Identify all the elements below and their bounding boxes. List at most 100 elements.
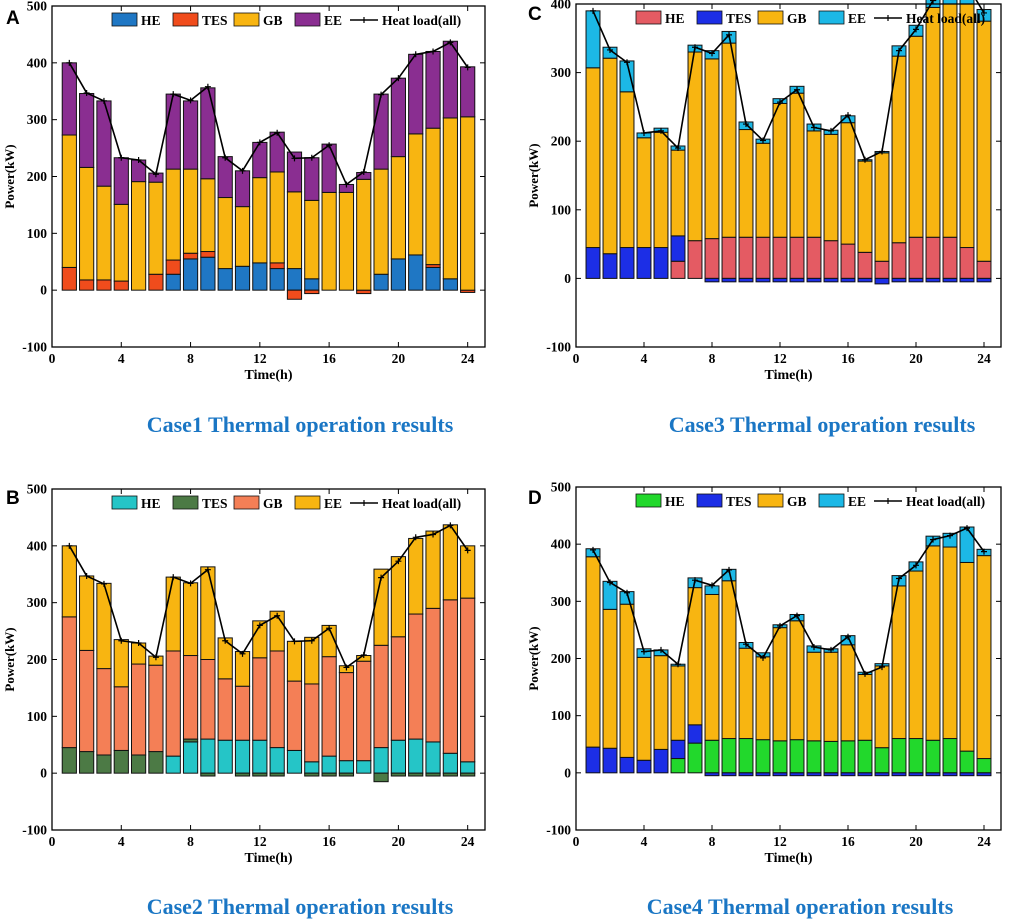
- heat-load-marker-h12: [256, 622, 263, 629]
- bar-gb-h22: [942, 3, 958, 238]
- bar-group: [61, 40, 476, 300]
- legend-swatch-tes: [172, 495, 199, 510]
- heat-load-marker-h3: [624, 59, 630, 66]
- bar-gb-h5: [130, 181, 147, 291]
- legend: HE TES GB EE Heat load(all): [111, 495, 461, 511]
- heat-load-marker-h3: [100, 97, 107, 104]
- bar-he-h7: [165, 755, 181, 774]
- x-tick-label: 8: [187, 834, 194, 849]
- x-tick-label: 16: [841, 834, 855, 849]
- bar-gb-h11: [755, 656, 771, 741]
- bar-tes-h7: [165, 259, 181, 275]
- heat-load-marker-h12: [777, 99, 783, 106]
- bar-gb-h3: [96, 185, 112, 281]
- bar-gb-h13: [269, 650, 285, 749]
- bar-ee-h24: [460, 66, 476, 118]
- bar-gb-h3: [619, 603, 635, 758]
- bar-tes-h12: [772, 277, 788, 283]
- bar-he-h9: [200, 256, 216, 291]
- bar-tes-h2: [602, 253, 618, 279]
- bar-he-h22: [942, 236, 958, 279]
- bar-he-h11: [234, 739, 251, 774]
- bar-he-h16: [321, 755, 337, 774]
- bar-gb-h5: [130, 663, 147, 756]
- bar-tes-h9: [721, 772, 737, 777]
- bar-he-h23: [442, 278, 458, 291]
- heat-load-marker-h17: [862, 670, 868, 677]
- bar-gb-h2: [79, 649, 95, 753]
- bar-gb-h17: [857, 160, 873, 253]
- bar-ee-h4: [113, 639, 129, 688]
- bar-ee-h21: [408, 537, 424, 615]
- legend-label-tes: TES: [202, 496, 228, 511]
- heat-load-marker-h2: [607, 46, 613, 53]
- bar-gb-h15: [304, 683, 320, 763]
- bar-tes-h10: [738, 772, 754, 777]
- heat-load-marker-h4: [641, 129, 647, 136]
- x-tick-label: 24: [461, 351, 475, 366]
- bar-gb-h24: [460, 116, 476, 291]
- bar-gb-h1: [61, 616, 77, 749]
- heat-load-marker-h8: [709, 582, 715, 589]
- bar-gb-h9: [200, 178, 216, 253]
- heat-load-marker-h14: [291, 155, 298, 162]
- bar-he-h9: [721, 738, 737, 774]
- bar-gb-h10: [738, 647, 754, 740]
- heat-load-marker-h5: [135, 157, 142, 164]
- bar-gb-h18: [874, 152, 890, 262]
- y-tick-label: 400: [551, 0, 572, 12]
- bar-gb-h10: [738, 129, 754, 238]
- heat-load-marker-h1: [590, 7, 596, 14]
- x-axis-label: Time(h): [245, 851, 293, 866]
- bar-he-h22: [425, 741, 441, 774]
- heat-load-marker-h17: [343, 664, 350, 671]
- y-tick-label: 100: [27, 709, 48, 724]
- bar-ee-h16: [321, 143, 337, 193]
- x-tick-label: 16: [841, 351, 855, 366]
- bar-gb-h5: [653, 655, 669, 750]
- bar-he-h11: [755, 739, 771, 774]
- bar-gb-h4: [113, 203, 129, 282]
- bar-ee-h14: [286, 640, 303, 682]
- legend-label-he: HE: [141, 496, 161, 511]
- y-tick-label: 300: [551, 65, 572, 80]
- bar-tes-h18: [874, 277, 890, 285]
- bar-tes-h13: [269, 772, 285, 777]
- bar-gb-h15: [304, 199, 320, 280]
- heat-load-marker-h20: [395, 75, 402, 82]
- y-tick-label: 200: [27, 169, 48, 184]
- bar-he-h17: [338, 760, 355, 774]
- bar-gb-h11: [234, 206, 251, 267]
- heat-load-marker-h13: [794, 86, 800, 93]
- x-tick-label: 24: [977, 834, 991, 849]
- bar-gb-h13: [269, 171, 285, 264]
- heat-load-marker-h9: [204, 566, 211, 573]
- heat-load-marker-h24: [464, 547, 471, 554]
- bar-gb-h6: [148, 664, 164, 753]
- bar-gb-h21: [408, 133, 424, 256]
- bar-group: [585, 0, 992, 285]
- legend-label-he: HE: [665, 494, 685, 509]
- bar-tes-h16: [321, 772, 337, 777]
- x-tick-label: 8: [709, 834, 716, 849]
- bar-he-h21: [408, 254, 424, 291]
- bar-ee-h14: [286, 151, 303, 193]
- bar-gb-h1: [585, 67, 601, 249]
- panel-letter: D: [528, 488, 542, 509]
- y-tick-label: 400: [27, 55, 48, 70]
- heat-load-marker-h5: [658, 646, 664, 653]
- bar-gb-h10: [217, 197, 233, 270]
- bar-he-h23: [959, 750, 975, 774]
- bar-he-h24: [976, 260, 992, 279]
- bar-he-h8: [704, 739, 720, 774]
- bar-gb-h16: [321, 656, 337, 757]
- legend-label-tes: TES: [202, 13, 228, 28]
- x-tick-label: 4: [118, 834, 125, 849]
- heat-load-marker-h19: [896, 575, 902, 582]
- bar-group: [61, 524, 476, 783]
- bar-ee-h2: [79, 93, 95, 168]
- bar-he-h7: [687, 742, 703, 774]
- heat-load-marker-h8: [187, 580, 194, 587]
